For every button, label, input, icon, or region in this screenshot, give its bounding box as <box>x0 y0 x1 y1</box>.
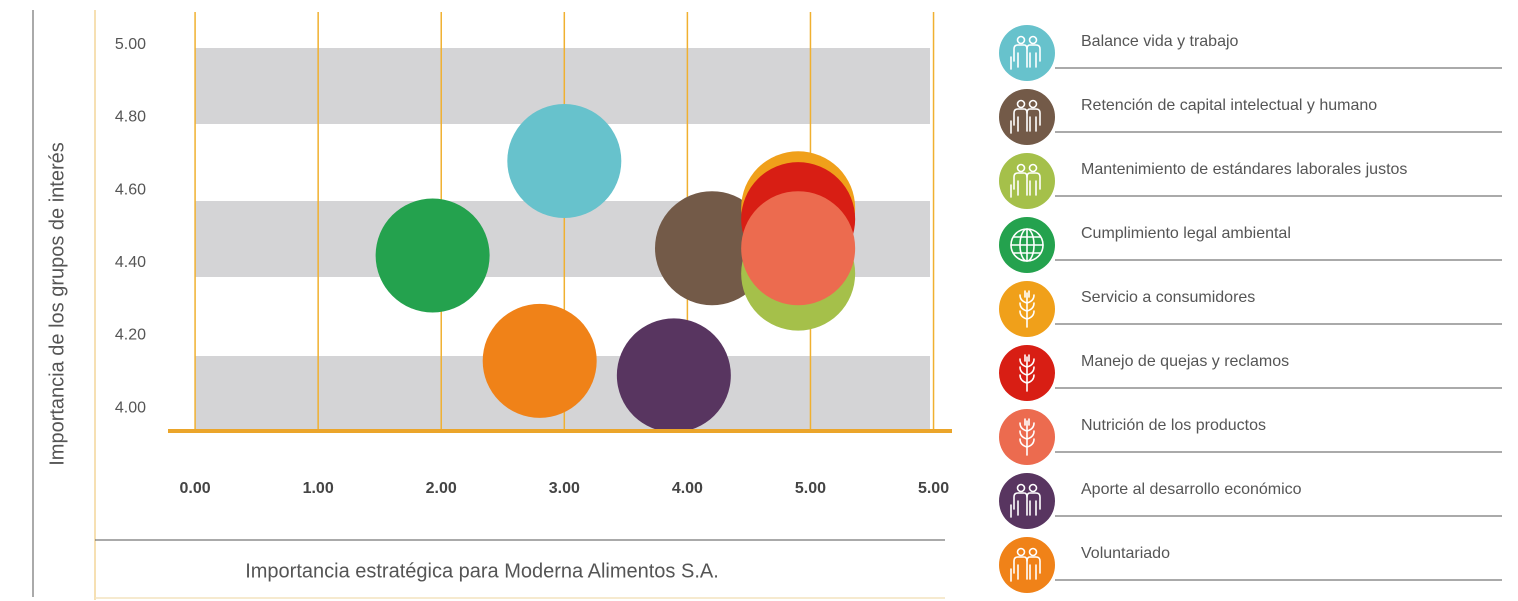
bubbles <box>375 103 856 433</box>
y-tick-label: 4.60 <box>115 181 146 198</box>
x-tick-label: 0.00 <box>180 480 211 497</box>
x-axis-label: Importancia estratégica para Moderna Ali… <box>245 560 719 582</box>
legend-label: Servicio a consumidores <box>1081 289 1255 306</box>
y-tick-label: 5.00 <box>115 36 146 53</box>
legend-label: Cumplimiento legal ambiental <box>1081 225 1291 242</box>
x-tick-label: 5.00 <box>918 480 949 497</box>
x-tick-label: 5.00 <box>795 480 826 497</box>
legend-label: Aporte al desarrollo económico <box>1081 481 1302 498</box>
bubble <box>507 103 622 218</box>
y-axis-label: Importancia de los grupos de interés <box>46 142 68 466</box>
y-tick-label: 4.20 <box>115 327 146 344</box>
legend-label: Voluntariado <box>1081 545 1170 562</box>
legend-label: Mantenimiento de estándares laborales ju… <box>1081 161 1407 178</box>
y-tick-label: 4.80 <box>115 109 146 126</box>
bubble <box>482 303 597 418</box>
legend-label: Nutrición de los productos <box>1081 417 1266 434</box>
bubble <box>741 191 856 306</box>
legend-label: Retención de capital intelectual y human… <box>1081 97 1377 114</box>
legend-label: Manejo de quejas y reclamos <box>1081 353 1289 370</box>
x-tick-label: 2.00 <box>426 480 457 497</box>
bubble <box>375 198 490 313</box>
x-tick-label: 1.00 <box>303 480 334 497</box>
y-tick-label: 4.00 <box>115 399 146 416</box>
bubble <box>616 318 731 433</box>
ticks: 0.00 1.00 2.00 3.00 4.00 5.00 5.00 4.00 4.20 4.40… <box>115 36 949 497</box>
legend-label: Balance vida y trabajo <box>1081 33 1239 50</box>
x-tick-label: 3.00 <box>549 480 580 497</box>
legend: Balance vida y trabajo Retención de capit… <box>999 25 1502 593</box>
x-tick-label: 4.00 <box>672 480 703 497</box>
y-tick-label: 4.40 <box>115 254 146 271</box>
bubble <box>655 191 769 306</box>
